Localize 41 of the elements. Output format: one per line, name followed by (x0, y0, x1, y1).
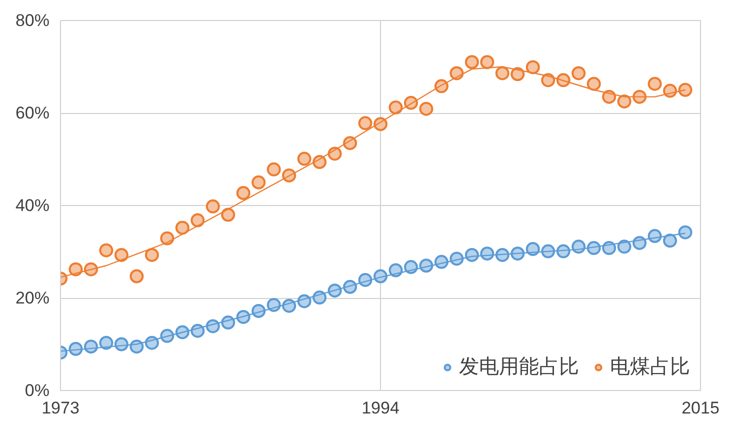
point (99, 336, 114, 350)
point (190, 213, 205, 228)
point (419, 102, 434, 116)
point (678, 82, 692, 97)
point (388, 100, 403, 114)
point (266, 162, 281, 176)
x-tick-label: 1973 (42, 398, 80, 418)
point (526, 60, 540, 74)
point (617, 94, 632, 108)
point (221, 208, 236, 222)
point (114, 248, 128, 262)
point (541, 73, 556, 88)
point (480, 55, 494, 70)
point (572, 66, 586, 80)
y-tick-label: 40% (15, 196, 50, 215)
point (99, 243, 114, 258)
y-tick-label: 60% (15, 104, 50, 122)
point (297, 152, 312, 166)
point (144, 248, 159, 262)
point (252, 175, 266, 190)
point (450, 66, 464, 80)
legend-label: 电煤占比 (610, 355, 690, 380)
point (586, 76, 601, 91)
y-tick-label: 80% (15, 11, 50, 30)
point (464, 55, 479, 70)
point (175, 220, 190, 235)
point (678, 225, 692, 240)
point (495, 66, 510, 80)
point (663, 234, 678, 248)
point (617, 240, 632, 254)
x-tick-label: 2015 (682, 398, 720, 418)
y-tick-label: 20% (15, 288, 50, 308)
legend-label: 发电用能占比 (459, 355, 579, 380)
point (648, 76, 662, 91)
point (510, 67, 525, 82)
point (358, 116, 372, 130)
y-tick-label: 0% (24, 381, 50, 400)
point (130, 269, 144, 284)
point (206, 199, 220, 214)
x-tick-label: 1994 (362, 398, 400, 418)
point (236, 186, 250, 200)
